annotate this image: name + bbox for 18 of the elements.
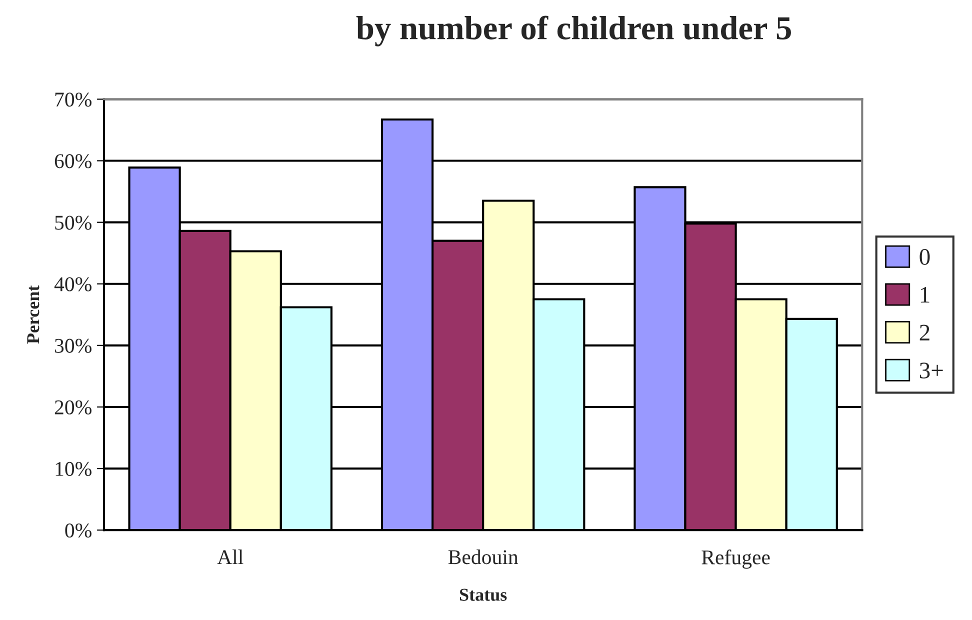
- y-tick-label: 0%: [65, 523, 92, 538]
- y-tick-label: 60%: [54, 154, 92, 168]
- y-tick-label: 10%: [56, 462, 92, 476]
- legend-label: 1: [920, 286, 930, 303]
- legend-label: 2: [920, 324, 930, 340]
- y-tick-label: 50%: [55, 216, 92, 230]
- legend-label: 3+: [920, 362, 943, 378]
- x-tick-label: Bedouin: [448, 550, 518, 564]
- y-axis-title: Percent: [27, 285, 40, 344]
- x-tick-label: Refugee: [702, 550, 770, 569]
- y-tick-label: 70%: [55, 92, 92, 107]
- y-tick-label: 20%: [54, 400, 92, 414]
- chart-title: by number of children under 5: [356, 16, 791, 46]
- y-tick-label: 30%: [55, 338, 92, 353]
- x-tick-label: All: [217, 550, 244, 564]
- y-tick-label: 40%: [54, 277, 92, 292]
- x-axis-title: Status: [460, 588, 507, 601]
- legend-label: 0: [920, 248, 930, 265]
